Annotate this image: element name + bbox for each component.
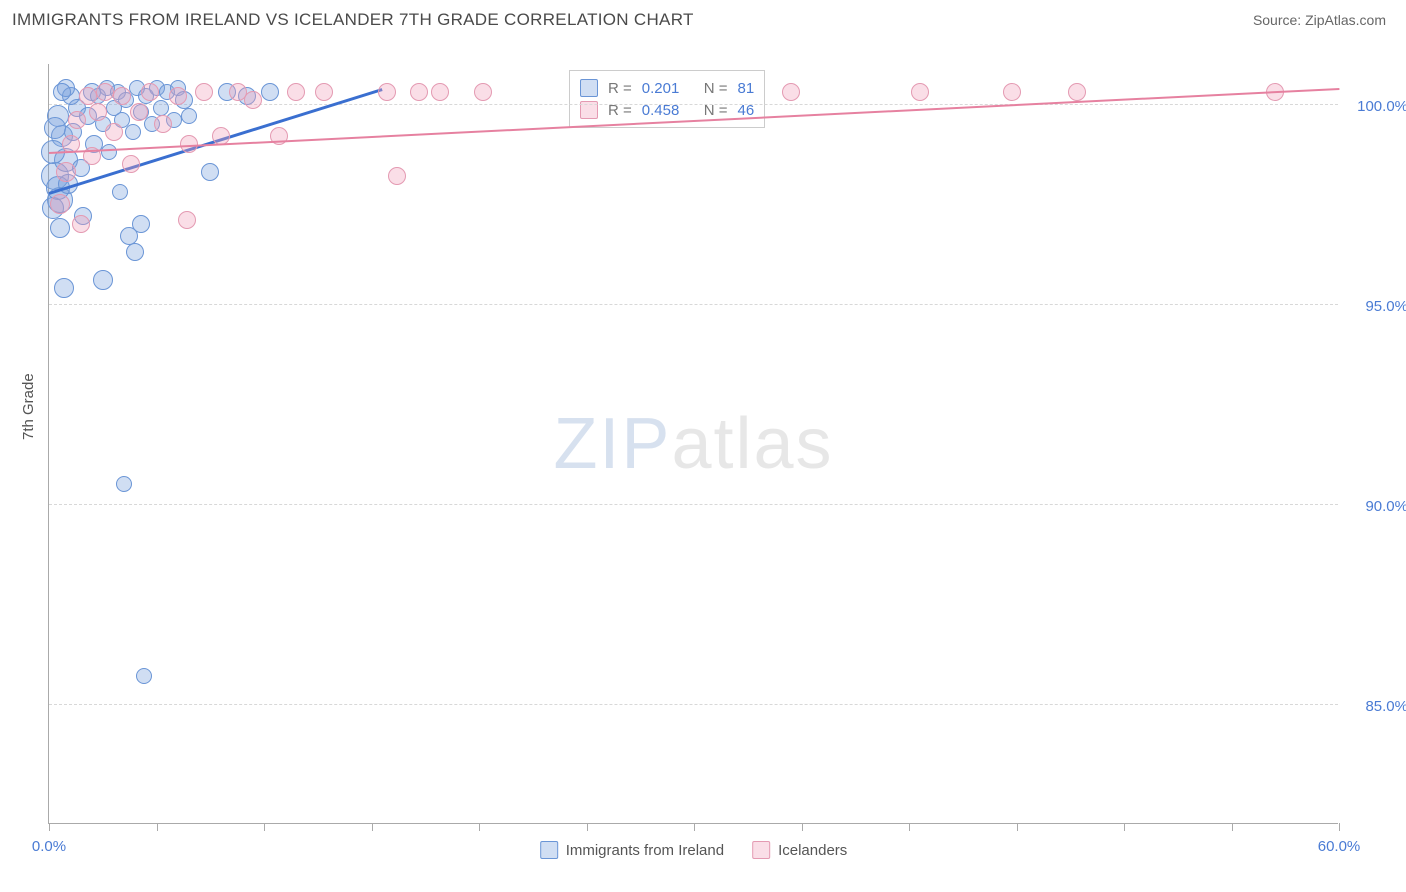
data-point bbox=[105, 123, 123, 141]
x-tick bbox=[1017, 823, 1018, 831]
data-point bbox=[132, 215, 150, 233]
data-point bbox=[122, 155, 140, 173]
x-tick bbox=[1232, 823, 1233, 831]
data-point bbox=[1003, 83, 1021, 101]
data-point bbox=[410, 83, 428, 101]
data-point bbox=[50, 218, 70, 238]
chart-title: IMMIGRANTS FROM IRELAND VS ICELANDER 7TH… bbox=[12, 10, 694, 30]
data-point bbox=[181, 108, 197, 124]
data-point bbox=[101, 144, 117, 160]
data-point bbox=[112, 184, 128, 200]
swatch-ireland bbox=[540, 841, 558, 859]
data-point bbox=[244, 91, 262, 109]
r-label: R = bbox=[608, 80, 632, 97]
gridline bbox=[49, 304, 1338, 305]
data-point bbox=[113, 87, 131, 105]
gridline bbox=[49, 504, 1338, 505]
data-point bbox=[388, 167, 406, 185]
n-label: N = bbox=[704, 80, 728, 97]
data-point bbox=[50, 194, 70, 214]
data-point bbox=[141, 83, 159, 101]
y-tick-label: 85.0% bbox=[1348, 698, 1406, 715]
data-point bbox=[54, 278, 74, 298]
watermark-atlas: atlas bbox=[671, 404, 833, 484]
data-point bbox=[53, 83, 71, 101]
x-tick bbox=[49, 823, 50, 831]
data-point bbox=[72, 215, 90, 233]
data-point bbox=[125, 124, 141, 140]
data-point bbox=[1068, 83, 1086, 101]
r-value: 0.201 bbox=[642, 80, 694, 97]
x-tick bbox=[157, 823, 158, 831]
data-point bbox=[136, 668, 152, 684]
data-point bbox=[93, 270, 113, 290]
data-point bbox=[782, 83, 800, 101]
y-tick-label: 100.0% bbox=[1348, 98, 1406, 115]
data-point bbox=[96, 83, 114, 101]
legend-swatch bbox=[580, 79, 598, 97]
watermark: ZIPatlas bbox=[553, 403, 833, 485]
data-point bbox=[126, 243, 144, 261]
x-tick bbox=[479, 823, 480, 831]
data-point bbox=[116, 476, 132, 492]
data-point bbox=[154, 115, 172, 133]
x-tick bbox=[1339, 823, 1340, 831]
swatch-icelanders bbox=[752, 841, 770, 859]
chart-header: IMMIGRANTS FROM IRELAND VS ICELANDER 7TH… bbox=[0, 0, 1406, 36]
data-point bbox=[201, 163, 219, 181]
n-value: 81 bbox=[738, 80, 755, 97]
watermark-zip: ZIP bbox=[553, 404, 671, 484]
data-point bbox=[261, 83, 279, 101]
x-tick bbox=[264, 823, 265, 831]
x-tick bbox=[802, 823, 803, 831]
legend-item-icelanders: Icelanders bbox=[752, 841, 847, 859]
x-tick-label: 0.0% bbox=[32, 838, 66, 855]
y-tick-label: 90.0% bbox=[1348, 498, 1406, 515]
data-point bbox=[431, 83, 449, 101]
y-tick-label: 95.0% bbox=[1348, 298, 1406, 315]
x-tick bbox=[909, 823, 910, 831]
legend-row: R = 0.201 N = 81 bbox=[580, 77, 754, 99]
gridline bbox=[49, 704, 1338, 705]
data-point bbox=[153, 100, 169, 116]
legend-item-ireland: Immigrants from Ireland bbox=[540, 841, 724, 859]
x-tick bbox=[372, 823, 373, 831]
scatter-chart: ZIPatlas R =0.201N =81R =0.458N =46 Immi… bbox=[48, 64, 1338, 824]
x-tick bbox=[1124, 823, 1125, 831]
y-axis-title: 7th Grade bbox=[20, 373, 37, 440]
x-tick bbox=[587, 823, 588, 831]
x-tick-label: 60.0% bbox=[1318, 838, 1361, 855]
data-point bbox=[287, 83, 305, 101]
series-legend: Immigrants from Ireland Icelanders bbox=[540, 841, 848, 859]
legend-label-icelanders: Icelanders bbox=[778, 842, 847, 859]
data-point bbox=[911, 83, 929, 101]
data-point bbox=[44, 117, 66, 139]
data-point bbox=[79, 87, 97, 105]
legend-label-ireland: Immigrants from Ireland bbox=[566, 842, 724, 859]
source-label: Source: ZipAtlas.com bbox=[1253, 12, 1386, 28]
data-point bbox=[56, 162, 76, 182]
data-point bbox=[474, 83, 492, 101]
x-tick bbox=[694, 823, 695, 831]
data-point bbox=[195, 83, 213, 101]
data-point bbox=[315, 83, 333, 101]
data-point bbox=[89, 103, 107, 121]
data-point bbox=[178, 211, 196, 229]
data-point bbox=[378, 83, 396, 101]
data-point bbox=[68, 111, 86, 129]
data-point bbox=[169, 87, 187, 105]
data-point bbox=[130, 103, 148, 121]
